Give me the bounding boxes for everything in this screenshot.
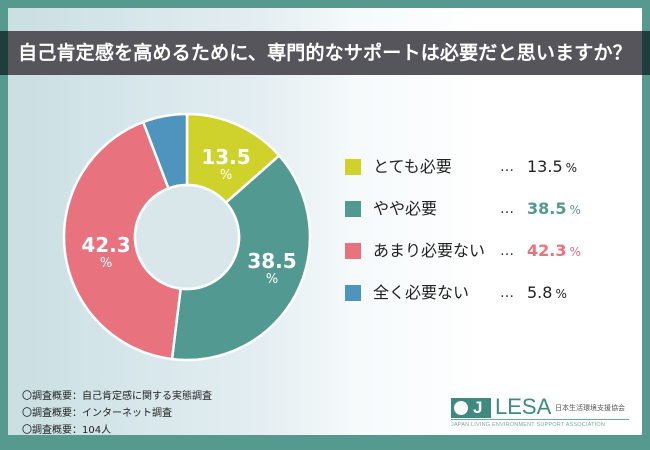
survey-note: 〇調査概要：自己肯定感に関する実態調査 xyxy=(22,391,212,402)
survey-note: 〇調査概要：インターネット調査 xyxy=(22,408,172,419)
legend-dots: … xyxy=(500,243,514,259)
logo-circle-icon xyxy=(454,401,468,415)
slice-label-not-very-necessary: 42.3 % xyxy=(81,233,131,271)
legend-swatch xyxy=(345,243,361,259)
legend-label: やや必要 xyxy=(373,199,438,218)
logo-english-name: JAPAN LIVING ENVIRONMENT SUPPORT ASSOCIA… xyxy=(451,422,606,428)
legend-value: 5.8% xyxy=(527,283,567,302)
logo-j: J xyxy=(473,398,483,417)
legend-label: 全く必要ない xyxy=(373,283,470,302)
legend-dots: … xyxy=(500,159,514,175)
legend-item: とても必要 … 13.5% xyxy=(345,155,615,179)
logo-mark: J xyxy=(451,398,491,418)
slice-label-very-necessary: 13.5 % xyxy=(201,145,251,183)
legend-item: あまり必要ない … 42.3% xyxy=(345,239,615,263)
survey-notes: 〇調査概要：自己肯定感に関する実態調査 〇調査概要：インターネット調査 〇調査概… xyxy=(22,388,212,439)
chart-title: 自己肯定感を高めるために、専門的なサポートは必要だと思いますか？ xyxy=(18,42,632,64)
title-band: 自己肯定感を高めるために、専門的なサポートは必要だと思いますか？ xyxy=(0,31,650,75)
legend-value: 13.5% xyxy=(527,157,578,176)
donut-chart xyxy=(62,112,312,362)
legend-value: 38.5% xyxy=(527,199,581,218)
jlesa-logo: J LESA 日本生活環境支援協会 JAPAN LIVING ENVIRONME… xyxy=(451,394,631,432)
logo-name: LESA xyxy=(495,394,552,419)
donut-hole xyxy=(133,183,241,291)
legend-swatch xyxy=(345,159,361,175)
survey-note: 〇調査概要：104人 xyxy=(22,425,112,436)
logo-divider xyxy=(451,419,629,420)
legend-value: 42.3% xyxy=(527,241,581,260)
logo-japanese-name: 日本生活環境支援協会 xyxy=(555,404,625,412)
legend-item: やや必要 … 38.5% xyxy=(345,197,615,221)
legend-label: とても必要 xyxy=(373,157,452,176)
slice-label-somewhat-necessary: 38.5 % xyxy=(247,249,297,287)
legend-label: あまり必要ない xyxy=(373,241,486,260)
legend-swatch xyxy=(345,285,361,301)
legend-item: 全く必要ない … 5.8% xyxy=(345,281,615,305)
legend-dots: … xyxy=(500,285,514,301)
legend-dots: … xyxy=(500,201,514,217)
legend-swatch xyxy=(345,201,361,217)
